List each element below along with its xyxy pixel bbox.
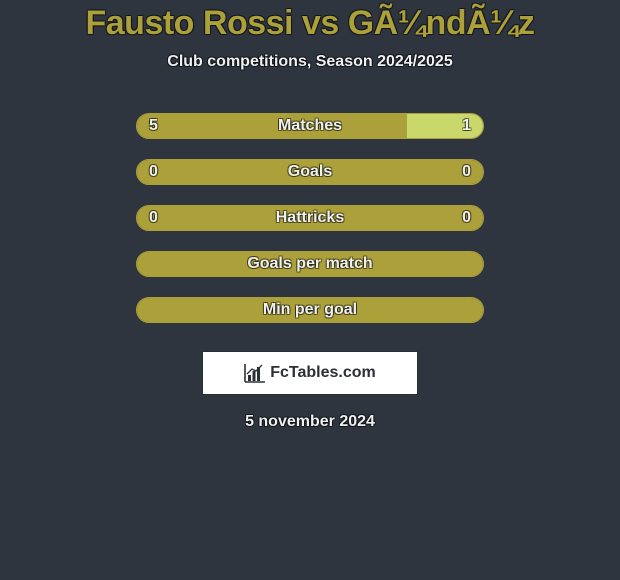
bar-segment-left bbox=[137, 252, 483, 276]
bar-segment-left bbox=[137, 206, 483, 230]
chart-icon bbox=[244, 363, 266, 383]
page-title: Fausto Rossi vs GÃ¼ndÃ¼z bbox=[86, 4, 535, 43]
metric-bar: Hattricks00 bbox=[136, 205, 484, 231]
bar-segment-left bbox=[137, 298, 483, 322]
comparison-row: Matches51 bbox=[136, 113, 484, 139]
metric-bar: Min per goal bbox=[136, 297, 484, 323]
date-label: 5 november 2024 bbox=[245, 413, 375, 431]
comparison-row: Goals per match bbox=[136, 251, 484, 277]
metric-bar: Goals00 bbox=[136, 159, 484, 185]
stats-comparison-card: Fausto Rossi vs GÃ¼ndÃ¼z Club competitio… bbox=[0, 0, 620, 580]
bar-segment-left bbox=[137, 160, 483, 184]
metric-bar: Goals per match bbox=[136, 251, 484, 277]
comparison-row: Min per goal bbox=[136, 297, 484, 323]
comparison-row: Goals00 bbox=[136, 159, 484, 185]
metric-bar: Matches51 bbox=[136, 113, 484, 139]
bar-segment-left bbox=[137, 114, 407, 138]
comparison-row: Hattricks00 bbox=[136, 205, 484, 231]
page-subtitle: Club competitions, Season 2024/2025 bbox=[167, 53, 452, 71]
comparison-rows: Matches51 Goals00 Hattricks00 Goals per mat… bbox=[136, 113, 484, 343]
source-label: FcTables.com bbox=[270, 364, 376, 382]
bar-segment-right bbox=[407, 114, 483, 138]
source-box: FcTables.com bbox=[202, 351, 418, 395]
